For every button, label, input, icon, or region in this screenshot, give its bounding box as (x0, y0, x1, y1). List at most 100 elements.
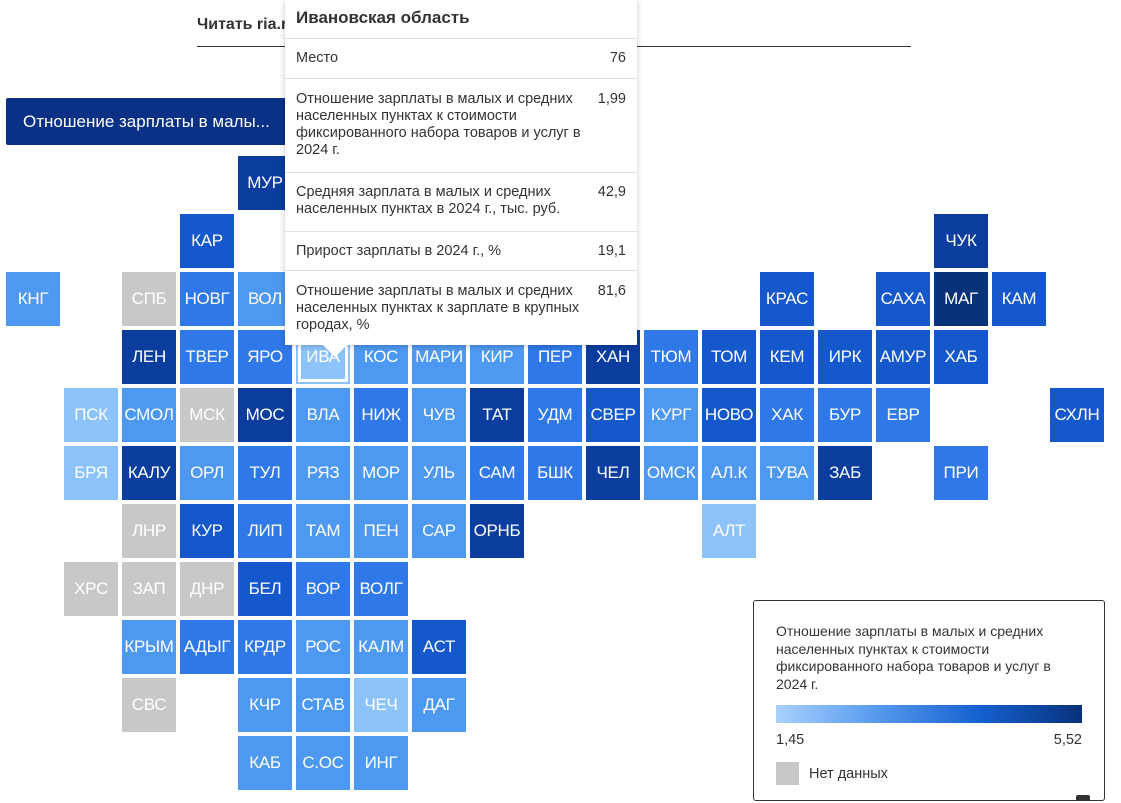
tooltip-row-label: Отношение зарплаты в малых и средних нас… (296, 283, 580, 333)
region-tile[interactable]: С.ОС (296, 736, 350, 790)
tooltip-row-value: 42,9 (597, 184, 626, 200)
region-tile[interactable]: КРЫМ (122, 620, 176, 674)
tooltip-row-value: 1,99 (597, 91, 626, 107)
region-tile[interactable]: ХРС (64, 562, 118, 616)
legend-title: Отношение зарплаты в малых и средних нас… (776, 623, 1051, 692)
region-tile[interactable]: ЗАП (122, 562, 176, 616)
region-tile[interactable]: СМОЛ (122, 388, 176, 442)
tooltip-row-label: Средняя зарплата в малых и средних насел… (296, 184, 561, 217)
region-tile[interactable]: ПРИ (934, 446, 988, 500)
region-tile[interactable]: МОС (238, 388, 292, 442)
region-tile[interactable]: НИЖ (354, 388, 408, 442)
region-tile[interactable]: ХАК (760, 388, 814, 442)
region-tile[interactable]: ЧЕЧ (354, 678, 408, 732)
region-tile[interactable]: ОРЛ (180, 446, 234, 500)
region-tile[interactable]: ХАБ (934, 330, 988, 384)
region-tile[interactable]: ТВЕР (180, 330, 234, 384)
region-tile[interactable]: УДМ (528, 388, 582, 442)
region-tile[interactable]: СВЕР (586, 388, 640, 442)
region-tile[interactable]: НОВГ (180, 272, 234, 326)
region-tile[interactable]: ТОМ (702, 330, 756, 384)
region-tile[interactable]: ТАМ (296, 504, 350, 558)
region-tile[interactable]: КЕМ (760, 330, 814, 384)
region-tile[interactable]: ДНР (180, 562, 234, 616)
tooltip-row-label: Отношение зарплаты в малых и средних нас… (296, 91, 581, 158)
region-tile[interactable]: СПБ (122, 272, 176, 326)
region-tile[interactable]: ВОЛ (238, 272, 292, 326)
region-tile[interactable]: АЛТ (702, 504, 756, 558)
tooltip-row-value: 76 (609, 50, 626, 66)
region-tile[interactable]: ДАГ (412, 678, 466, 732)
region-tile[interactable]: ВОЛГ (354, 562, 408, 616)
region-tile[interactable]: ТАТ (470, 388, 524, 442)
region-tile[interactable]: УЛЬ (412, 446, 466, 500)
region-tile[interactable]: БЕЛ (238, 562, 292, 616)
tooltip-row: Отношение зарплаты в малых и средних нас… (285, 79, 637, 173)
region-tile[interactable]: ТУЛ (238, 446, 292, 500)
region-tile[interactable]: ТУВА (760, 446, 814, 500)
region-tile[interactable]: ОРНБ (470, 504, 524, 558)
region-tile[interactable]: БРЯ (64, 446, 118, 500)
region-tile[interactable]: КУР (180, 504, 234, 558)
region-tile[interactable]: КАР (180, 214, 234, 268)
region-tile[interactable]: ЧУВ (412, 388, 466, 442)
region-tile[interactable]: КУРГ (644, 388, 698, 442)
tooltip-row-value: 81,6 (597, 283, 626, 299)
tooltip-row-label: Прирост зарплаты в 2024 г., % (296, 242, 502, 259)
region-tile[interactable]: МСК (180, 388, 234, 442)
region-tile[interactable]: КНГ (6, 272, 60, 326)
region-tile[interactable]: КАЛУ (122, 446, 176, 500)
region-tile[interactable]: ПЕН (354, 504, 408, 558)
region-tile[interactable]: СТАВ (296, 678, 350, 732)
region-tile[interactable]: ЧУК (934, 214, 988, 268)
legend-nodata-label: Нет данных (809, 765, 888, 782)
region-tile[interactable]: АСТ (412, 620, 466, 674)
tooltip-region-name: Ивановская область (285, 0, 637, 39)
region-tile[interactable]: БУР (818, 388, 872, 442)
region-tile[interactable]: КАЛМ (354, 620, 408, 674)
tooltip-row: Место 76 (285, 39, 637, 79)
region-tile[interactable]: СХЛН (1050, 388, 1104, 442)
region-tile[interactable]: КРДР (238, 620, 292, 674)
legend-gradient-bar (776, 705, 1082, 723)
indicator-selector-label: Отношение зарплаты в малы... (23, 111, 270, 131)
region-tile[interactable]: ЛИП (238, 504, 292, 558)
region-tile[interactable]: АМУР (876, 330, 930, 384)
region-tile[interactable]: ЗАБ (818, 446, 872, 500)
region-tile[interactable]: МУР (238, 156, 292, 210)
indicator-selector-button[interactable]: Отношение зарплаты в малы... (6, 98, 291, 145)
region-tile[interactable]: ВЛА (296, 388, 350, 442)
region-tile[interactable]: ОМСК (644, 446, 698, 500)
region-tile[interactable]: АДЫГ (180, 620, 234, 674)
region-tile[interactable]: ЛЕН (122, 330, 176, 384)
region-tile[interactable]: БШК (528, 446, 582, 500)
region-tile[interactable]: ИНГ (354, 736, 408, 790)
region-tile[interactable]: ЧЕЛ (586, 446, 640, 500)
region-tile[interactable]: АЛ.К (702, 446, 756, 500)
region-tile[interactable]: СВС (122, 678, 176, 732)
region-tile[interactable]: ТЮМ (644, 330, 698, 384)
region-tile[interactable]: НОВО (702, 388, 756, 442)
region-tile[interactable]: МАГ (934, 272, 988, 326)
region-tile[interactable]: САМ (470, 446, 524, 500)
region-tile[interactable]: ВОР (296, 562, 350, 616)
region-tile[interactable]: КЧР (238, 678, 292, 732)
legend-scale: 1,45 5,52 (776, 732, 1082, 748)
region-tile[interactable]: КАБ (238, 736, 292, 790)
region-tile[interactable]: ЛНР (122, 504, 176, 558)
region-tile[interactable]: ЯРО (238, 330, 292, 384)
region-tile[interactable]: РОС (296, 620, 350, 674)
region-tile[interactable]: РЯЗ (296, 446, 350, 500)
region-tile[interactable]: ИРК (818, 330, 872, 384)
region-tile[interactable]: КРАС (760, 272, 814, 326)
legend-max-value: 5,52 (1053, 732, 1082, 748)
region-tile[interactable]: МОР (354, 446, 408, 500)
region-tile[interactable]: ЕВР (876, 388, 930, 442)
region-tile[interactable]: САХА (876, 272, 930, 326)
region-tile[interactable]: ПСК (64, 388, 118, 442)
nodata-swatch (776, 762, 799, 785)
region-tile[interactable]: САР (412, 504, 466, 558)
tooltip-row-label: Место (296, 50, 339, 66)
region-tile[interactable]: КАМ (992, 272, 1046, 326)
